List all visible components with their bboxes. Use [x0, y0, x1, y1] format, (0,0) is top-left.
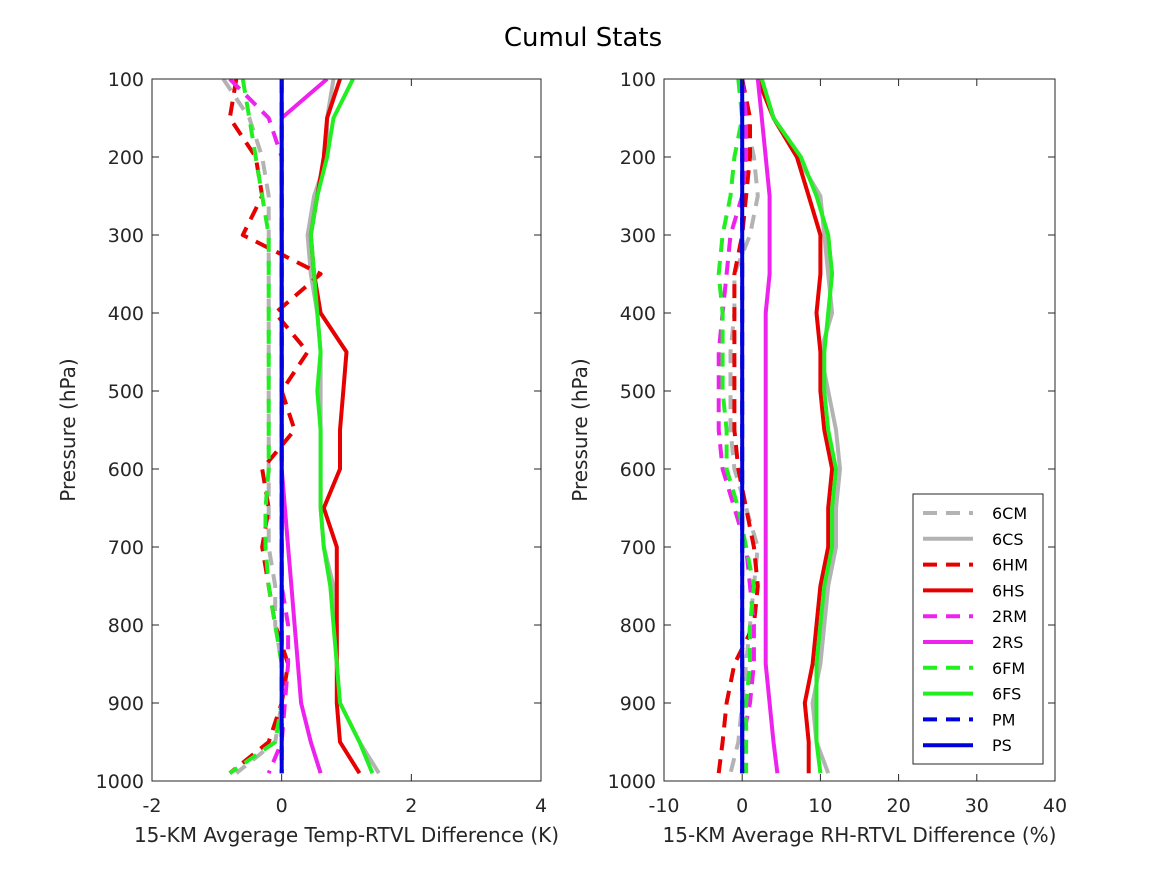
axes-box [663, 78, 1056, 782]
x-tick-label: 10 [808, 795, 832, 817]
legend-label-6cs: 6CS [992, 530, 1024, 549]
series-line-6hs [308, 79, 362, 775]
x-tick-label: 30 [965, 795, 989, 817]
legend-label-2rs: 2RS [992, 633, 1023, 652]
series-line-6fs [759, 79, 838, 774]
y-tick-label: 1000 [96, 771, 144, 793]
x-tick-label: 4 [535, 795, 547, 817]
x-tick-label: 40 [1043, 795, 1067, 817]
y-tick-label: 1000 [608, 771, 656, 793]
y-tick-label: 900 [620, 693, 656, 715]
x-tick-label: -10 [648, 795, 679, 817]
legend-label-6hs: 6HS [992, 581, 1024, 600]
x-axis-label: 15-KM Avgerage Temp-RTVL Difference (K) [134, 823, 559, 847]
x-tick-label: 20 [887, 795, 911, 817]
y-tick-label: 300 [108, 225, 144, 247]
y-tick-label: 400 [108, 303, 144, 325]
y-tick-label: 700 [108, 537, 144, 559]
legend: 6CM 6CS 6HM 6HS 2RM 2RS 6FM 6FS PM PS [912, 493, 1044, 765]
panel-2: 100 200 300 400 500 600 700 800 900 1000-10 0 10 20 3… [568, 69, 1067, 847]
series-line-6fm [228, 79, 284, 775]
legend-label-6hm: 6HM [992, 556, 1028, 575]
y-tick-label: 500 [620, 381, 656, 403]
y-tick-label: 600 [620, 459, 656, 481]
series-line-6hm [227, 79, 323, 775]
y-tick-label: 200 [620, 147, 656, 169]
legend-label-6fm: 6FM [992, 659, 1025, 678]
chart-title: Cumul Stats [504, 23, 662, 53]
series-line-6cm [221, 79, 284, 775]
axes-box [151, 78, 542, 782]
legend-label-6cm: 6CM [992, 504, 1027, 523]
legend-label-6fs: 6FS [992, 685, 1021, 704]
x-tick-label: 0 [276, 795, 288, 817]
series-group [221, 79, 381, 775]
y-tick-label: 400 [620, 303, 656, 325]
x-axis-label: 15-KM Average RH-RTVL Difference (%) [663, 823, 1057, 847]
y-tick-label: 100 [108, 69, 144, 91]
y-tick-label: 600 [108, 459, 144, 481]
series-line-6cm [728, 79, 760, 774]
series-group [716, 79, 842, 774]
x-tick-label: -2 [143, 795, 162, 817]
series-line-6hs [755, 79, 835, 774]
y-tick-label: 800 [108, 615, 144, 637]
series-line-6hm [716, 79, 760, 774]
panel-1: 100 200 300 400 500 600 700 800 900 1000-2 0 2 4 15-K… [56, 69, 559, 847]
legend-label-ps: PS [992, 736, 1012, 755]
series-line-6fm [716, 79, 756, 774]
y-tick-label: 300 [620, 225, 656, 247]
legend-label-pm: PM [992, 710, 1015, 729]
series-line-2rs [755, 79, 780, 774]
y-axis-label: Pressure (hPa) [56, 358, 80, 501]
y-tick-label: 200 [108, 147, 144, 169]
x-tick-label: 0 [736, 795, 748, 817]
series-line-6cs [759, 79, 842, 774]
y-tick-label: 700 [620, 537, 656, 559]
y-tick-label: 800 [620, 615, 656, 637]
legend-label-2rm: 2RM [992, 607, 1027, 626]
series-line-6fs [308, 79, 375, 774]
y-tick-label: 500 [108, 381, 144, 403]
x-tick-label: 2 [405, 795, 417, 817]
y-axis-label: Pressure (hPa) [568, 358, 592, 501]
y-tick-label: 100 [620, 69, 656, 91]
y-tick-label: 900 [108, 693, 144, 715]
